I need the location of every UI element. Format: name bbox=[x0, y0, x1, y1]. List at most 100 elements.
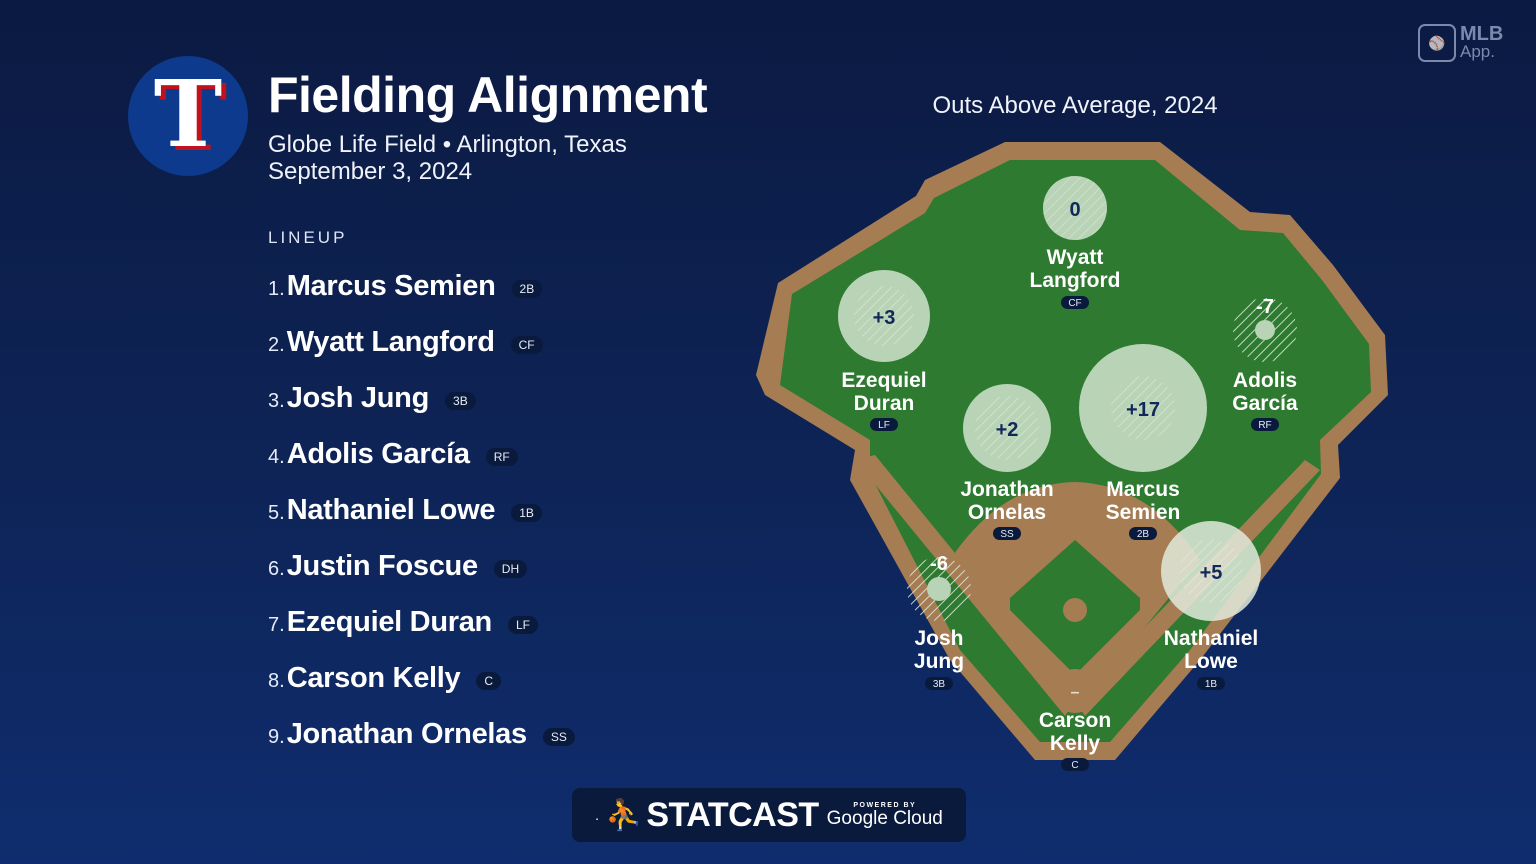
oaa-value-cf: 0 bbox=[1069, 199, 1080, 221]
batting-order: 7. bbox=[268, 613, 285, 636]
field-name-first: Carson bbox=[1039, 709, 1111, 732]
player-name: Nathaniel Lowe bbox=[286, 493, 496, 526]
field-name-last: Jung bbox=[914, 650, 964, 673]
position-badge: 3B bbox=[445, 392, 476, 410]
field-name-last: Langford bbox=[1030, 269, 1121, 292]
lineup-heading: LINEUP bbox=[268, 228, 348, 247]
lineup-item: 2. Wyatt Langford CF bbox=[268, 314, 575, 370]
batting-order: 8. bbox=[268, 669, 285, 692]
lineup-list: 1. Marcus Semien 2B 2. Wyatt Langford CF 3. J… bbox=[268, 258, 575, 762]
logo-letter: T bbox=[153, 60, 223, 168]
statcast-footer: . ⛹ STATCAST POWERED BY Google Cloud bbox=[572, 788, 966, 842]
player-name: Carson Kelly bbox=[286, 661, 461, 694]
field-pos-label: CF bbox=[1068, 298, 1081, 309]
position-badge-bg bbox=[1251, 418, 1279, 431]
pitchers-mound bbox=[1063, 598, 1087, 622]
field-pos-label: 2B bbox=[1137, 529, 1150, 540]
field-name-first: Josh bbox=[914, 627, 963, 650]
oaa-value-3b: -6 bbox=[930, 553, 948, 575]
app-badge-line2: App. bbox=[1460, 42, 1495, 61]
position-badge-bg bbox=[993, 527, 1021, 540]
batting-order: 6. bbox=[268, 557, 285, 580]
field-name-last: Semien bbox=[1106, 501, 1181, 524]
batting-order: 3. bbox=[268, 389, 285, 412]
bubble-ss bbox=[963, 384, 1051, 472]
position-badge: RF bbox=[485, 448, 518, 466]
position-badge-bg bbox=[1061, 296, 1089, 309]
home-plate-circle bbox=[1053, 669, 1097, 713]
subtitle: Globe Life Field • Arlington, Texas Sept… bbox=[268, 131, 627, 185]
field-name-last: Kelly bbox=[1050, 732, 1101, 755]
bubble-lf bbox=[838, 270, 930, 362]
bubble-rf bbox=[1233, 298, 1297, 362]
position-badge: 1B bbox=[511, 504, 542, 522]
lineup-item: 4. Adolis García RF bbox=[268, 426, 575, 482]
player-name: Justin Foscue bbox=[286, 549, 478, 582]
oaa-value-1b: +5 bbox=[1200, 562, 1223, 584]
position-badge: C bbox=[476, 672, 502, 690]
player-name: Josh Jung bbox=[286, 381, 430, 414]
bubble-1b bbox=[1161, 521, 1261, 621]
position-badge: SS bbox=[542, 728, 575, 746]
lineup-item: 1. Marcus Semien 2B bbox=[268, 258, 575, 314]
field-pos-label: LF bbox=[878, 420, 890, 431]
page-title: Fielding Alignment bbox=[268, 67, 708, 123]
player-name: Adolis García bbox=[286, 437, 470, 470]
lineup-item: 5. Nathaniel Lowe 1B bbox=[268, 482, 575, 538]
batting-order: 9. bbox=[268, 725, 285, 748]
field-pos-label: 1B bbox=[1205, 679, 1218, 690]
position-badge-bg bbox=[1129, 527, 1157, 540]
player-name: Ezequiel Duran bbox=[286, 605, 493, 638]
app-badge-line1: MLB bbox=[1460, 23, 1504, 45]
bubble-2b bbox=[1079, 344, 1207, 472]
lineup-item: 6. Justin Foscue DH bbox=[268, 538, 575, 594]
lineup-item: 3. Josh Jung 3B bbox=[268, 370, 575, 426]
field-name-first: Adolis bbox=[1233, 369, 1297, 392]
mlb-batter-icon: ⛹ bbox=[605, 798, 643, 832]
bubble-cf bbox=[1043, 176, 1107, 240]
position-badge-bg bbox=[870, 418, 898, 431]
footer-dot: . bbox=[595, 807, 600, 823]
field-name-last: Lowe bbox=[1184, 650, 1238, 673]
position-badge: LF bbox=[507, 616, 538, 634]
batting-order: 1. bbox=[268, 277, 285, 300]
lineup-item: 8. Carson Kelly C bbox=[268, 650, 575, 706]
field-name-last: Ornelas bbox=[968, 501, 1046, 524]
player-name: Wyatt Langford bbox=[286, 325, 495, 358]
mlb-logo-icon: ⚾ bbox=[1418, 24, 1456, 62]
statcast-brand: STATCAST bbox=[646, 795, 819, 834]
batting-order: 5. bbox=[268, 501, 285, 524]
field-name-last: García bbox=[1232, 392, 1298, 415]
field-pos-label: 3B bbox=[933, 679, 946, 690]
field-pos-label: C bbox=[1071, 760, 1078, 771]
chart-title: Outs Above Average, 2024 bbox=[932, 92, 1218, 119]
oaa-value-2b: +17 bbox=[1126, 399, 1160, 421]
batting-order: 2. bbox=[268, 333, 285, 356]
powered-by-label: POWERED BY bbox=[853, 802, 917, 809]
date-line: September 3, 2024 bbox=[268, 158, 473, 185]
position-badge: CF bbox=[510, 336, 543, 354]
field-name-last: Duran bbox=[854, 392, 915, 415]
field-name-first: Jonathan bbox=[960, 478, 1053, 501]
field-name-first: Marcus bbox=[1106, 478, 1180, 501]
oaa-value-rf: -7 bbox=[1256, 296, 1274, 318]
mlb-app-badge: ⚾ MLB App. bbox=[1418, 24, 1503, 62]
field-name-first: Nathaniel bbox=[1164, 627, 1259, 650]
position-badge-bg bbox=[925, 677, 953, 690]
position-badge: 2B bbox=[511, 280, 543, 298]
lineup-item: 7. Ezequiel Duran LF bbox=[268, 594, 575, 650]
oaa-value-ss: +2 bbox=[996, 419, 1019, 441]
venue-line: Globe Life Field • Arlington, Texas bbox=[268, 131, 627, 158]
position-badge-bg bbox=[1197, 677, 1225, 690]
oaa-value-c: – bbox=[1071, 684, 1080, 701]
lineup-item: 9. Jonathan Ornelas SS bbox=[268, 706, 575, 762]
rangers-logo: T bbox=[128, 56, 248, 176]
position-badge-bg bbox=[1061, 758, 1089, 771]
player-name: Marcus Semien bbox=[286, 269, 496, 302]
field-name-first: Wyatt bbox=[1047, 246, 1104, 269]
position-badge: DH bbox=[493, 560, 528, 578]
oaa-value-lf: +3 bbox=[873, 307, 896, 329]
bubble-3b bbox=[907, 557, 971, 621]
partner-name: Google Cloud bbox=[826, 808, 943, 829]
